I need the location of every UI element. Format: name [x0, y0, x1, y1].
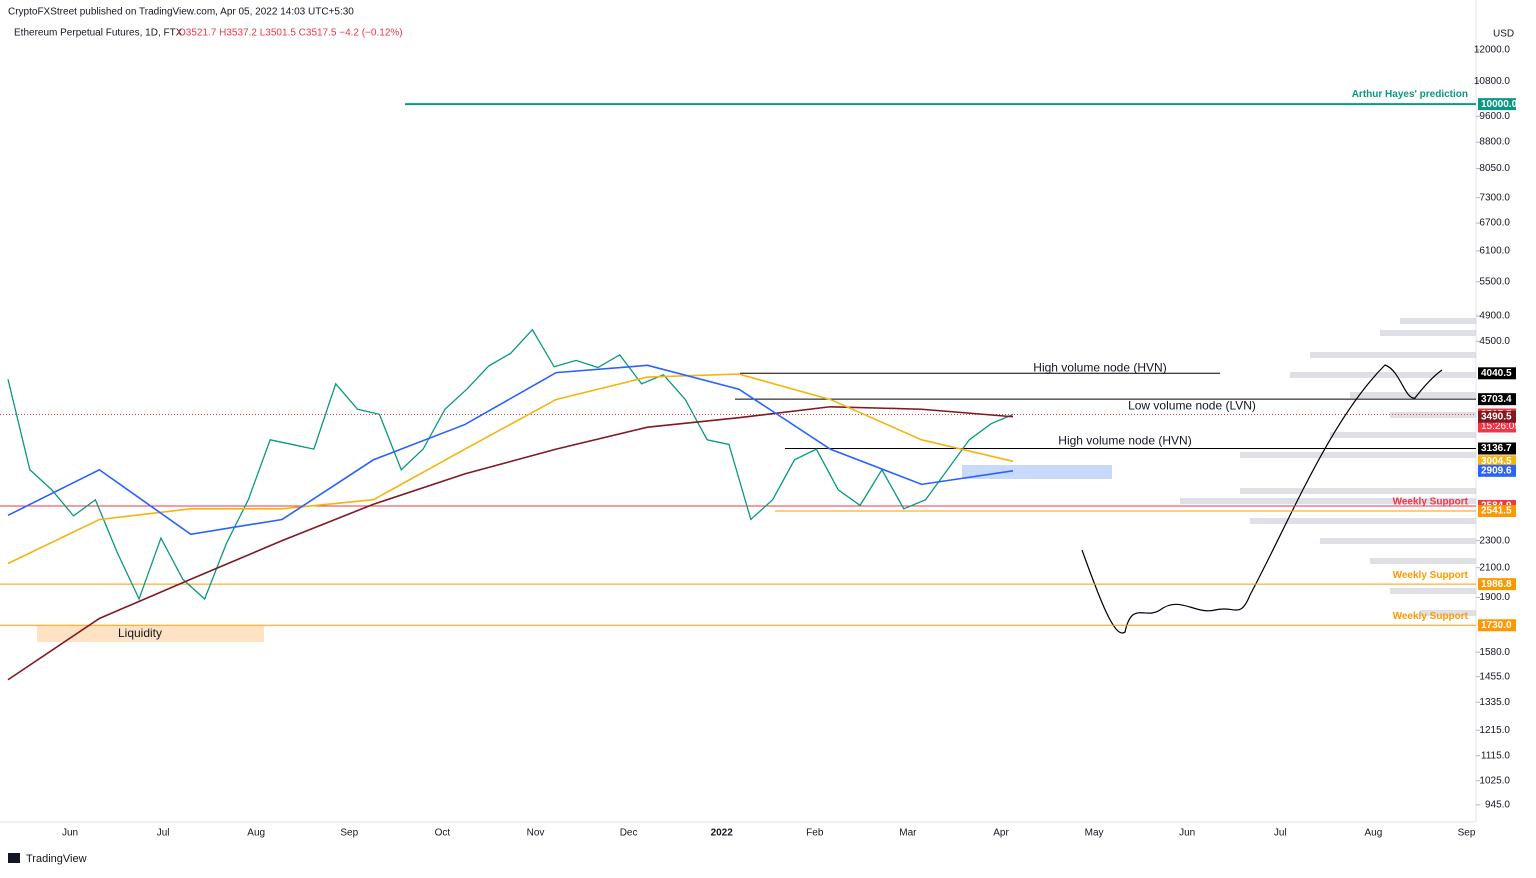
level-price-label: 4040.5 [1481, 368, 1512, 379]
zone [962, 465, 1112, 479]
y-tick-label: 10800.0 [1474, 76, 1511, 87]
y-tick-label: 1115.0 [1481, 750, 1511, 761]
level-price-box [1478, 98, 1516, 111]
last-price-label: 3004.5 [1481, 456, 1512, 467]
level-price-box [1478, 442, 1516, 455]
publisher: CryptoFXStreet published on TradingView.… [8, 7, 354, 18]
projection-path [1081, 364, 1443, 634]
level-price-label: 10000.0 [1481, 99, 1518, 110]
last-price-box [1478, 455, 1516, 468]
y-tick-label: 5500.0 [1479, 276, 1510, 287]
ohlc: O3521.7 H3537.2 L3501.5 C3517.5 −4.2 (−0… [178, 28, 403, 39]
y-tick-label: 2100.0 [1479, 562, 1510, 573]
brand: TradingView [26, 853, 87, 865]
y-tick-label: 945.0 [1485, 799, 1510, 810]
level-annotation: Weekly Support [1393, 497, 1469, 508]
y-tick-label: 12000.0 [1474, 45, 1511, 56]
moving-average [7, 405, 1014, 681]
level-price-box [1478, 393, 1516, 406]
x-tick-label: Apr [993, 828, 1009, 839]
x-tick-label: Aug [247, 828, 265, 839]
level-price-label: 3703.4 [1481, 394, 1512, 405]
last-price-label: 2909.6 [1481, 465, 1512, 476]
level-price-box [1478, 578, 1516, 591]
x-tick-label: Jun [1179, 828, 1195, 839]
y-tick-label: 1455.0 [1479, 671, 1510, 682]
level-price-box [1478, 367, 1516, 380]
level-annotation: High volume node (HVN) [1033, 360, 1166, 374]
x-tick-label: Oct [435, 828, 451, 839]
y-tick-label: 1900.0 [1479, 592, 1510, 603]
y-tick-label: 4500.0 [1479, 336, 1510, 347]
y-tick-label: 7300.0 [1479, 192, 1510, 203]
x-tick-label: Sep [340, 828, 358, 839]
moving-average [7, 373, 1014, 565]
level-annotation: Weekly Support [1393, 611, 1469, 622]
brand-logo [8, 853, 20, 863]
level-annotation: Weekly Support [1393, 570, 1469, 581]
y-tick-label: 2300.0 [1479, 535, 1510, 546]
symbol: Ethereum Perpetual Futures, 1D, FTX [14, 28, 183, 39]
last-price-box [1478, 410, 1516, 423]
level-price-label: 1986.8 [1481, 579, 1512, 590]
x-tick-label: 2022 [711, 828, 734, 839]
y-tick-label: 1025.0 [1479, 775, 1510, 786]
y-tick-label: 9600.0 [1479, 111, 1510, 122]
axis-unit: USD [1493, 29, 1514, 40]
level-price-box [1478, 619, 1516, 632]
y-tick-label: 6700.0 [1479, 218, 1510, 229]
x-tick-label: Dec [620, 828, 638, 839]
x-tick-label: May [1085, 828, 1104, 839]
y-tick-label: 1335.0 [1479, 697, 1510, 708]
level-annotation: Arthur Hayes' prediction [1352, 89, 1468, 100]
y-tick-label: 1580.0 [1479, 647, 1510, 658]
level-price-label: 2541.5 [1481, 506, 1512, 517]
moving-average [7, 364, 1014, 536]
level-annotation: Low volume node (LVN) [1128, 398, 1256, 412]
y-tick-label: 8800.0 [1479, 137, 1510, 148]
liquidity-zone [37, 626, 264, 642]
x-tick-label: Feb [806, 828, 824, 839]
x-tick-label: Jul [1274, 828, 1287, 839]
last-price-label: 3490.5 [1481, 411, 1512, 422]
level-annotation: High volume node (HVN) [1058, 434, 1191, 448]
y-tick-label: 6100.0 [1479, 246, 1510, 257]
annotation: Liquidity [118, 626, 162, 640]
level-price-box [1478, 505, 1516, 518]
x-tick-label: Sep [1458, 828, 1476, 839]
y-tick-label: 4900.0 [1479, 311, 1510, 322]
level-price-label: 1730.0 [1481, 620, 1512, 631]
last-price-box [1478, 464, 1516, 477]
level-price-label: 3136.7 [1481, 443, 1512, 454]
price-line [7, 328, 1014, 601]
x-tick-label: Nov [527, 828, 545, 839]
x-tick-label: Jul [157, 828, 170, 839]
x-tick-label: Aug [1365, 828, 1383, 839]
x-tick-label: Jun [62, 828, 78, 839]
y-tick-label: 8050.0 [1479, 163, 1510, 174]
volume-profile [1180, 318, 1476, 616]
y-tick-label: 1215.0 [1479, 725, 1510, 736]
x-tick-label: Mar [899, 828, 917, 839]
countdown: 15:26:09 [1481, 421, 1520, 432]
